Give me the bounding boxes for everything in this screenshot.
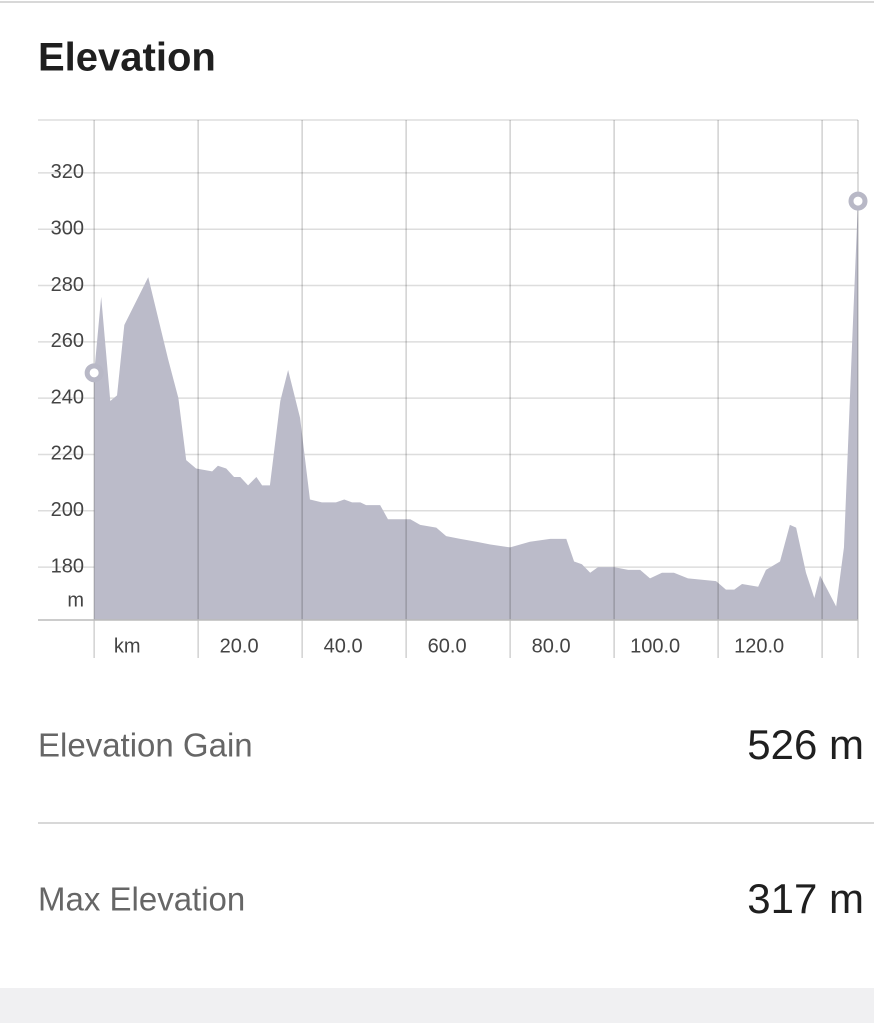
stat-value: 526 m [747,721,864,768]
x-tick-label: 120.0 [734,635,784,657]
footer-band [0,988,874,1023]
end-marker [84,363,104,383]
x-tick-label: 100.0 [630,635,680,657]
end-marker [848,191,868,211]
stat-value: 317 m [747,875,864,922]
y-tick-label: 180 [51,555,84,577]
y-tick-label: 260 [51,330,84,352]
title: Elevation [38,36,216,80]
elevation-chart: km 20.0 40.0 60.0 80.0 100.0 120.0 180 200 220 240… [38,119,868,658]
y-unit: m [67,589,84,611]
x-tick-label: 60.0 [428,635,467,657]
x-tick-label: 80.0 [532,635,571,657]
elevation-area [94,201,859,620]
y-tick-label: 220 [51,443,84,465]
y-tick-label: 280 [51,274,84,296]
stat-label: Elevation Gain [38,727,253,764]
y-tick-label: 200 [51,499,84,521]
x-tick-label: 20.0 [220,635,259,657]
y-tick-label: 320 [51,161,84,183]
x-tick-label: km [114,635,141,657]
y-tick-label: 240 [51,386,84,408]
x-tick-label: 40.0 [324,635,363,657]
y-tick-label: 300 [51,218,84,240]
stat-label: Max Elevation [38,881,245,918]
